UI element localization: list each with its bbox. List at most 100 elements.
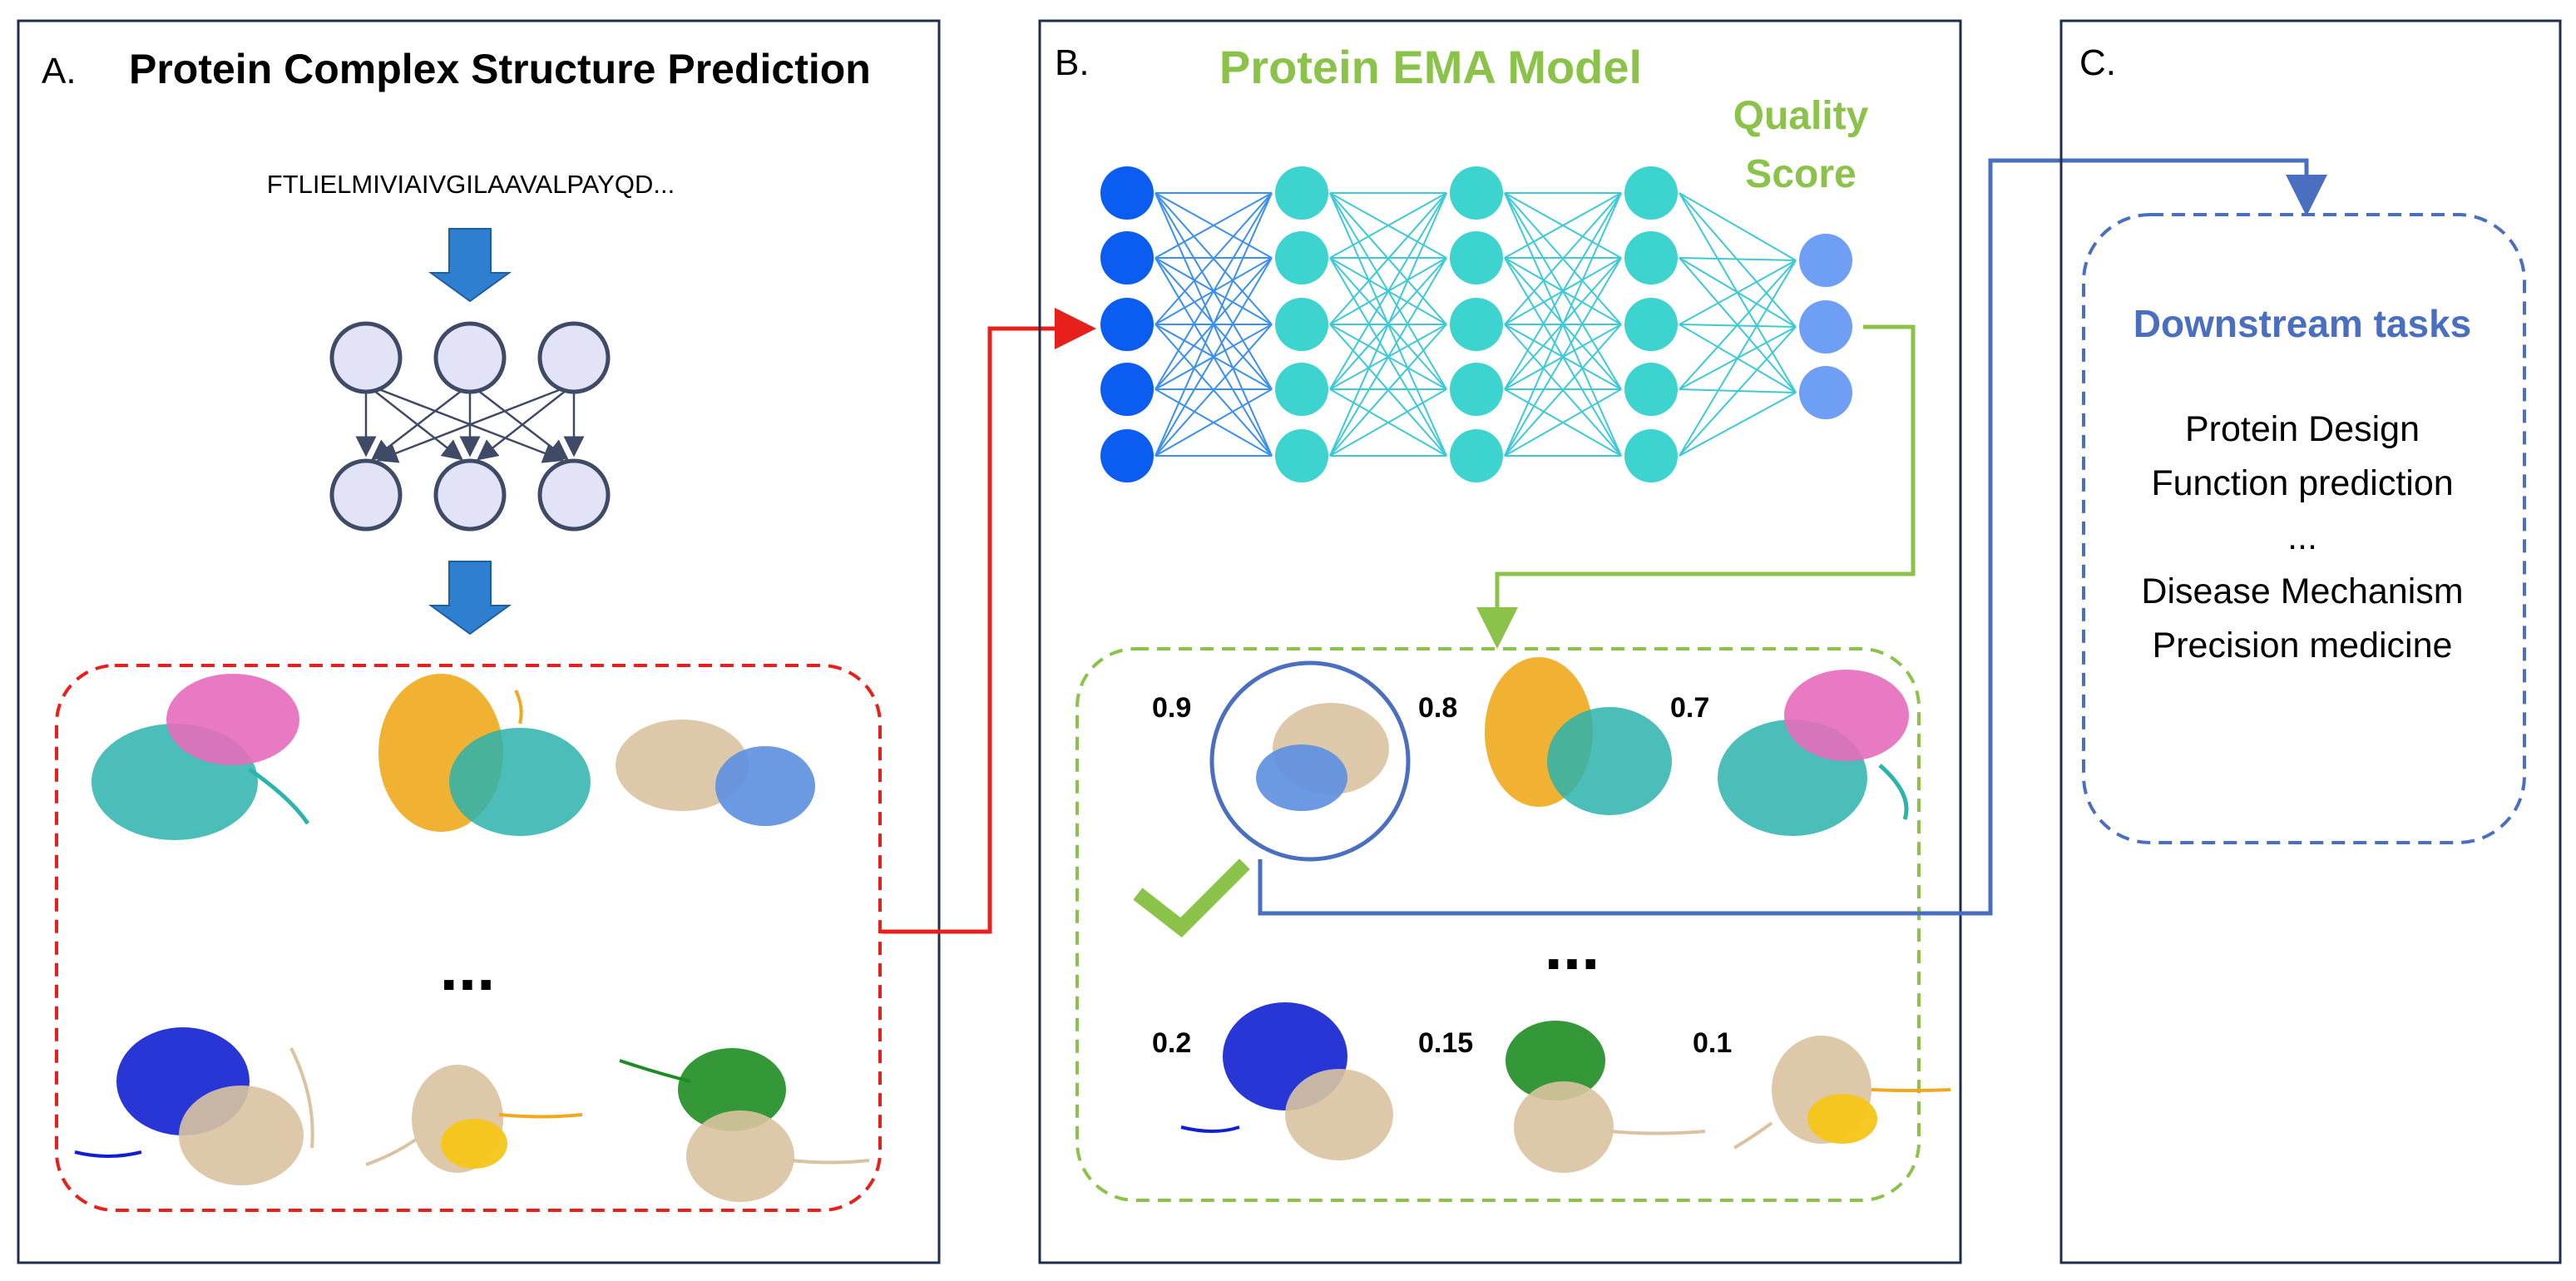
protein-structure-b2 [1485, 657, 1672, 815]
ema-edge [1155, 388, 1273, 457]
ema-edge [1679, 392, 1797, 457]
connector-red-a-to-b [882, 308, 1096, 934]
ema-edge [1679, 257, 1797, 261]
downstream-task-item: Precision medicine [2153, 626, 2453, 665]
ema-edge [1504, 192, 1622, 325]
ema-network [1100, 166, 1852, 482]
ema-hidden-node [1275, 429, 1328, 482]
ema-edge [1329, 257, 1447, 457]
ema-edge [1504, 388, 1622, 457]
ema-hidden-node [1624, 363, 1678, 416]
quality-score-label-line1: Quality [1733, 94, 1869, 138]
ema-input-node [1100, 298, 1154, 351]
protein-structure-b6 [1733, 1036, 1951, 1150]
ema-hidden-node [1624, 166, 1678, 220]
ema-hidden-node [1275, 231, 1328, 284]
ema-edges [1155, 192, 1797, 457]
ema-edge [1679, 260, 1797, 390]
down-arrow-icon [428, 228, 512, 303]
ema-edge [1329, 192, 1447, 390]
protein-structure-a2 [378, 674, 591, 836]
ema-edge [1504, 192, 1622, 390]
protein-structure-b4 [1180, 1002, 1393, 1160]
ema-edge [1504, 257, 1622, 457]
connector-blue-selected-to-downstream [1258, 158, 2327, 916]
score-label: 0.2 [1152, 1027, 1191, 1059]
ema-hidden-node [1275, 363, 1328, 416]
ema-edge [1155, 192, 1273, 325]
ema-edge [1679, 192, 1797, 261]
ema-edge [1679, 260, 1797, 457]
downstream-task-item: Function prediction [2151, 463, 2453, 503]
panel-a-letter: A. [42, 51, 77, 92]
ema-hidden-node [1275, 298, 1328, 351]
ema-edge [1155, 324, 1273, 457]
protein-structure-a6 [619, 1048, 870, 1202]
ema-hidden-node [1624, 231, 1678, 284]
protein-structure-b1 [1256, 703, 1389, 811]
down-arrow-icon [428, 561, 512, 636]
ema-edge [1329, 192, 1447, 457]
predictor-network [329, 321, 611, 532]
check-mark-icon [1133, 858, 1250, 937]
ema-edge [1155, 192, 1273, 457]
ema-edge [1679, 326, 1797, 457]
score-label: 0.8 [1418, 692, 1457, 724]
ema-hidden-node [1624, 429, 1678, 482]
ema-edge [1679, 260, 1797, 325]
protein-structure-b3 [1718, 670, 1909, 836]
predictor-node [329, 458, 403, 532]
ema-edge [1155, 192, 1273, 259]
protein-structure-a3 [616, 720, 815, 826]
predictor-node [433, 458, 507, 532]
ema-edge [1329, 388, 1447, 457]
structures-ellipsis: ... [440, 930, 496, 1004]
panel-a-frame [17, 19, 941, 1264]
quality-score-label-line2: Score [1745, 152, 1856, 196]
ema-edge [1329, 324, 1447, 457]
candidates-ellipsis: ... [1545, 909, 1600, 983]
ema-output-node [1799, 366, 1852, 419]
ema-edge [1504, 192, 1622, 457]
ema-edge [1504, 324, 1622, 457]
ema-edge [1329, 192, 1447, 259]
ema-output-node [1799, 300, 1852, 354]
ema-edge [1329, 192, 1447, 325]
panel-a-title: Protein Complex Structure Prediction [129, 46, 871, 92]
ema-hidden-node [1624, 298, 1678, 351]
ema-input-node [1100, 363, 1154, 416]
connector-green-score-to-candidates [1476, 324, 1916, 649]
ema-input-node [1100, 429, 1154, 482]
panel-c-frame [2059, 19, 2562, 1264]
protein-structure-a1 [91, 674, 310, 840]
ema-input-node [1100, 166, 1154, 220]
ema-hidden-node [1450, 166, 1503, 220]
protein-structure-a4 [74, 1027, 314, 1185]
score-label: 0.9 [1152, 692, 1191, 724]
predictor-node [537, 321, 611, 394]
ema-edge [1155, 257, 1273, 457]
panel-b-frame [1038, 19, 1962, 1264]
score-label: 0.7 [1670, 692, 1709, 724]
ema-hidden-node [1450, 231, 1503, 284]
score-label: 0.15 [1418, 1027, 1473, 1059]
selected-candidate-circle [1209, 660, 1411, 862]
panel-c-letter: C. [2079, 42, 2116, 83]
ema-hidden-node [1275, 166, 1328, 220]
ema-output-node [1799, 234, 1852, 287]
ema-input-node [1100, 231, 1154, 284]
downstream-tasks-box [2082, 213, 2526, 844]
predictor-node [329, 321, 403, 394]
protein-structure-b5 [1506, 1021, 1706, 1173]
downstream-task-item: Disease Mechanism [2141, 571, 2463, 611]
predictor-edges [355, 383, 585, 463]
predictor-node [537, 458, 611, 532]
ema-hidden-node [1450, 429, 1503, 482]
predictor-node [433, 321, 507, 394]
ema-edge [1155, 192, 1273, 390]
predicted-structures-box [55, 664, 882, 1212]
sequence-text: FTLIELMIVIAIVGILAAVALPAYQD... [267, 170, 675, 199]
downstream-tasks-title: Downstream tasks [2133, 302, 2472, 345]
ema-hidden-node [1450, 363, 1503, 416]
